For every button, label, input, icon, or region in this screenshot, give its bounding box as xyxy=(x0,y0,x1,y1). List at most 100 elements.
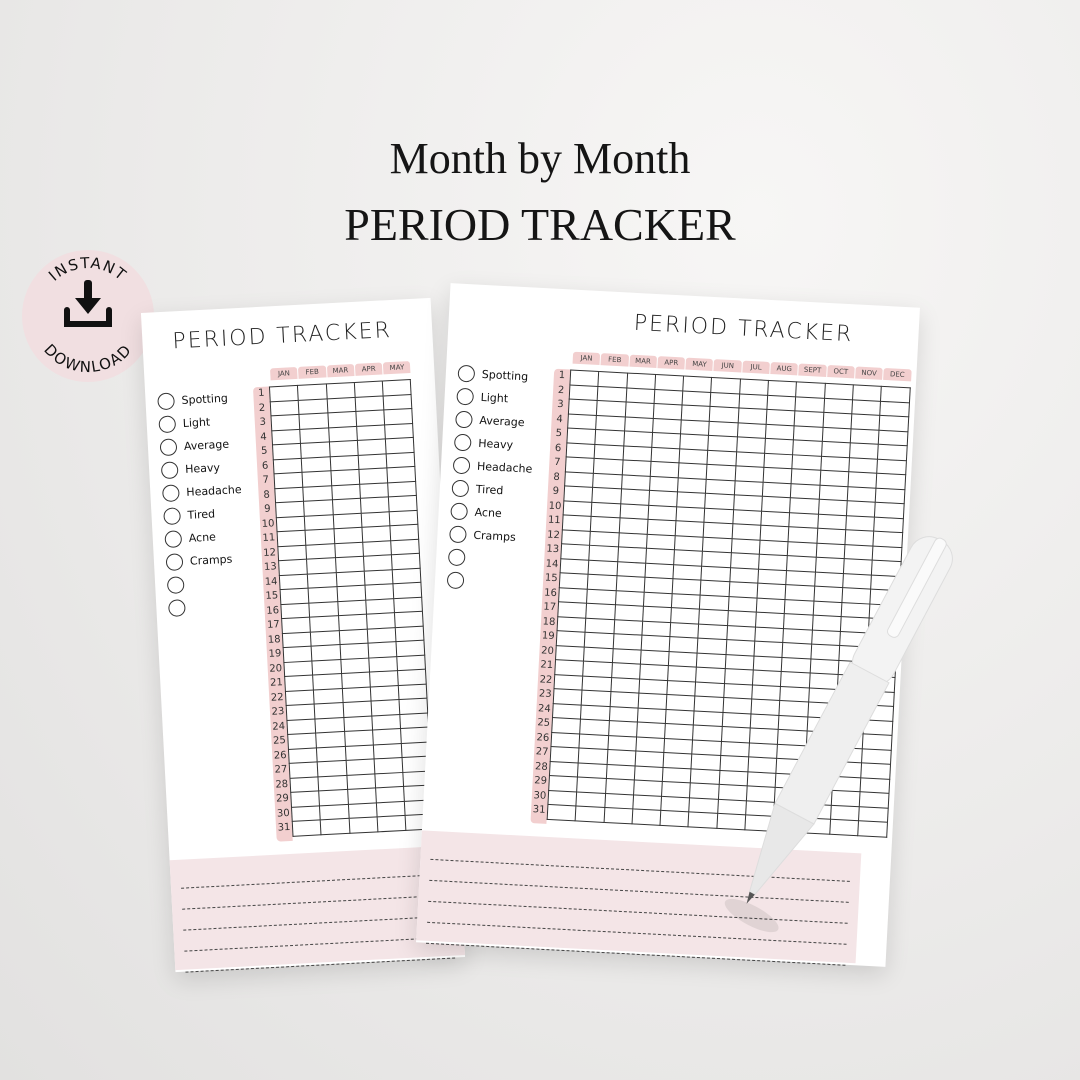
checkbox-circle[interactable] xyxy=(453,433,472,452)
grid-cell[interactable] xyxy=(300,427,330,444)
grid-cell[interactable] xyxy=(577,762,607,779)
grid-cell[interactable] xyxy=(396,654,426,671)
grid-cell[interactable] xyxy=(794,410,824,427)
grid-cell[interactable] xyxy=(765,423,795,440)
grid-cell[interactable] xyxy=(554,674,584,691)
grid-cell[interactable] xyxy=(589,545,619,562)
grid-cell[interactable] xyxy=(336,585,366,602)
grid-cell[interactable] xyxy=(300,441,330,458)
grid-cell[interactable] xyxy=(549,761,579,777)
grid-cell[interactable] xyxy=(821,441,851,458)
grid-cell[interactable] xyxy=(819,470,849,487)
grid-cell[interactable] xyxy=(681,404,711,421)
grid-cell[interactable] xyxy=(373,742,403,759)
grid-cell[interactable] xyxy=(306,557,336,574)
grid-cell[interactable] xyxy=(621,459,651,476)
grid-cell[interactable] xyxy=(670,607,700,624)
grid-cell[interactable] xyxy=(386,451,416,468)
grid-cell[interactable] xyxy=(276,515,306,532)
grid-cell[interactable] xyxy=(387,480,417,497)
grid-cell[interactable] xyxy=(555,645,585,662)
grid-cell[interactable] xyxy=(390,538,420,555)
grid-cell[interactable] xyxy=(360,496,390,513)
grid-cell[interactable] xyxy=(374,771,404,788)
grid-cell[interactable] xyxy=(673,564,703,581)
grid-cell[interactable] xyxy=(648,490,678,507)
grid-cell[interactable] xyxy=(619,503,649,520)
grid-cell[interactable] xyxy=(679,448,709,465)
grid-cell[interactable] xyxy=(554,659,584,676)
grid-cell[interactable] xyxy=(277,530,307,547)
grid-cell[interactable] xyxy=(617,546,647,563)
grid-cell[interactable] xyxy=(763,452,793,469)
grid-cell[interactable] xyxy=(399,698,429,715)
grid-cell[interactable] xyxy=(329,454,359,471)
grid-cell[interactable] xyxy=(333,527,363,544)
grid-cell[interactable] xyxy=(766,409,796,426)
grid-cell[interactable] xyxy=(278,559,308,576)
grid-cell[interactable] xyxy=(331,483,361,500)
grid-cell[interactable] xyxy=(280,588,310,605)
grid-cell[interactable] xyxy=(337,599,367,616)
grid-cell[interactable] xyxy=(271,428,301,445)
grid-cell[interactable] xyxy=(390,524,420,541)
grid-cell[interactable] xyxy=(370,699,400,716)
grid-cell[interactable] xyxy=(766,394,797,411)
grid-cell[interactable] xyxy=(339,643,369,660)
checkbox-circle[interactable] xyxy=(160,461,179,480)
grid-cell[interactable] xyxy=(274,486,304,503)
grid-cell[interactable] xyxy=(707,449,737,466)
grid-cell[interactable] xyxy=(564,471,594,488)
grid-cell[interactable] xyxy=(388,495,418,512)
grid-cell[interactable] xyxy=(280,602,310,619)
grid-cell[interactable] xyxy=(680,419,710,436)
grid-cell[interactable] xyxy=(635,736,665,753)
grid-cell[interactable] xyxy=(299,412,329,429)
grid-cell[interactable] xyxy=(272,443,302,460)
grid-cell[interactable] xyxy=(880,400,910,417)
grid-cell[interactable] xyxy=(283,646,313,663)
grid-cell[interactable] xyxy=(569,370,599,387)
grid-cell[interactable] xyxy=(550,746,580,763)
grid-cell[interactable] xyxy=(334,541,364,558)
grid-cell[interactable] xyxy=(633,779,663,796)
grid-cell[interactable] xyxy=(639,664,669,681)
grid-cell[interactable] xyxy=(618,517,648,534)
grid-cell[interactable] xyxy=(624,401,654,418)
grid-cell[interactable] xyxy=(363,554,393,571)
grid-cell[interactable] xyxy=(346,773,376,790)
grid-cell[interactable] xyxy=(669,636,699,653)
grid-cell[interactable] xyxy=(583,646,613,663)
checkbox-circle[interactable] xyxy=(446,571,465,590)
checkbox-circle[interactable] xyxy=(161,484,180,503)
checkbox-circle[interactable] xyxy=(449,525,467,544)
grid-cell[interactable] xyxy=(270,414,301,431)
grid-cell[interactable] xyxy=(309,601,339,618)
grid-cell[interactable] xyxy=(705,478,735,495)
grid-cell[interactable] xyxy=(586,588,616,605)
grid-cell[interactable] xyxy=(706,464,736,481)
grid-cell[interactable] xyxy=(708,435,738,452)
grid-cell[interactable] xyxy=(581,690,611,707)
grid-cell[interactable] xyxy=(848,457,878,474)
grid-cell[interactable] xyxy=(565,456,595,473)
grid-cell[interactable] xyxy=(315,731,345,748)
grid-cell[interactable] xyxy=(598,371,628,388)
grid-cell[interactable] xyxy=(590,516,620,533)
grid-cell[interactable] xyxy=(653,403,683,420)
grid-cell[interactable] xyxy=(847,471,877,488)
grid-cell[interactable] xyxy=(591,501,621,518)
grid-cell[interactable] xyxy=(397,669,427,686)
grid-cell[interactable] xyxy=(273,457,303,474)
grid-cell[interactable] xyxy=(876,473,906,490)
grid-cell[interactable] xyxy=(370,685,400,702)
grid-cell[interactable] xyxy=(634,765,664,782)
grid-cell[interactable] xyxy=(304,514,334,531)
grid-cell[interactable] xyxy=(650,461,680,478)
grid-cell[interactable] xyxy=(626,373,656,389)
grid-cell[interactable] xyxy=(653,388,683,405)
grid-cell[interactable] xyxy=(330,469,360,486)
grid-cell[interactable] xyxy=(710,391,740,408)
grid-cell[interactable] xyxy=(400,727,430,743)
grid-cell[interactable] xyxy=(548,775,578,792)
